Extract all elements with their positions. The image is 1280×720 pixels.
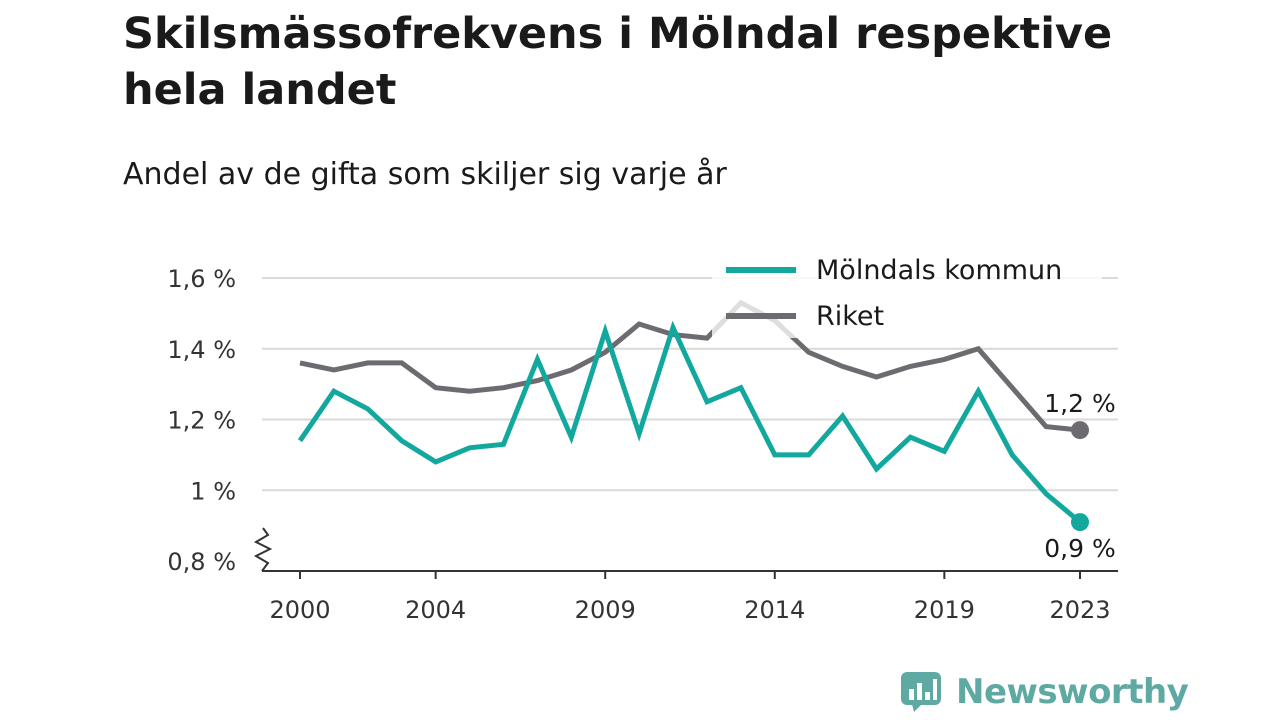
y-tick-label: 1,4 % — [167, 336, 236, 364]
brand-logo: Newsworthy — [900, 668, 1189, 716]
legend-label: Riket — [816, 301, 884, 332]
series-line — [297, 320, 1082, 525]
x-tick-label: 2009 — [575, 596, 636, 624]
chart-title: Skilsmässofrekvens i Mölndal respektive … — [123, 9, 1113, 115]
chart-subtitle: Andel av de gifta som skiljer sig varje … — [123, 157, 727, 192]
chart-speech-bubble-icon — [901, 672, 941, 712]
end-value-label: 0,9 % — [1044, 534, 1115, 563]
axis-break-icon — [253, 527, 273, 572]
series-end-point — [1071, 421, 1089, 440]
brand-name: Newsworthy — [956, 672, 1189, 712]
y-tick-label: 0,8 % — [167, 548, 236, 576]
x-tick-label: 2004 — [405, 596, 466, 624]
x-tick-label: 2000 — [269, 596, 330, 624]
end-value-label: 1,2 % — [1044, 389, 1115, 418]
y-tick-label: 1,6 % — [167, 265, 236, 293]
x-tick-label: 2023 — [1049, 596, 1110, 624]
y-tick-label: 1 % — [190, 477, 236, 505]
x-tick-label: 2014 — [744, 596, 805, 624]
legend-label: Mölndals kommun — [816, 255, 1062, 286]
series-line — [299, 299, 1081, 433]
y-tick-label: 1,2 % — [167, 407, 236, 435]
legend-background — [712, 248, 1102, 338]
x-tick-label: 2019 — [914, 596, 975, 624]
series-end-point — [1071, 513, 1089, 532]
